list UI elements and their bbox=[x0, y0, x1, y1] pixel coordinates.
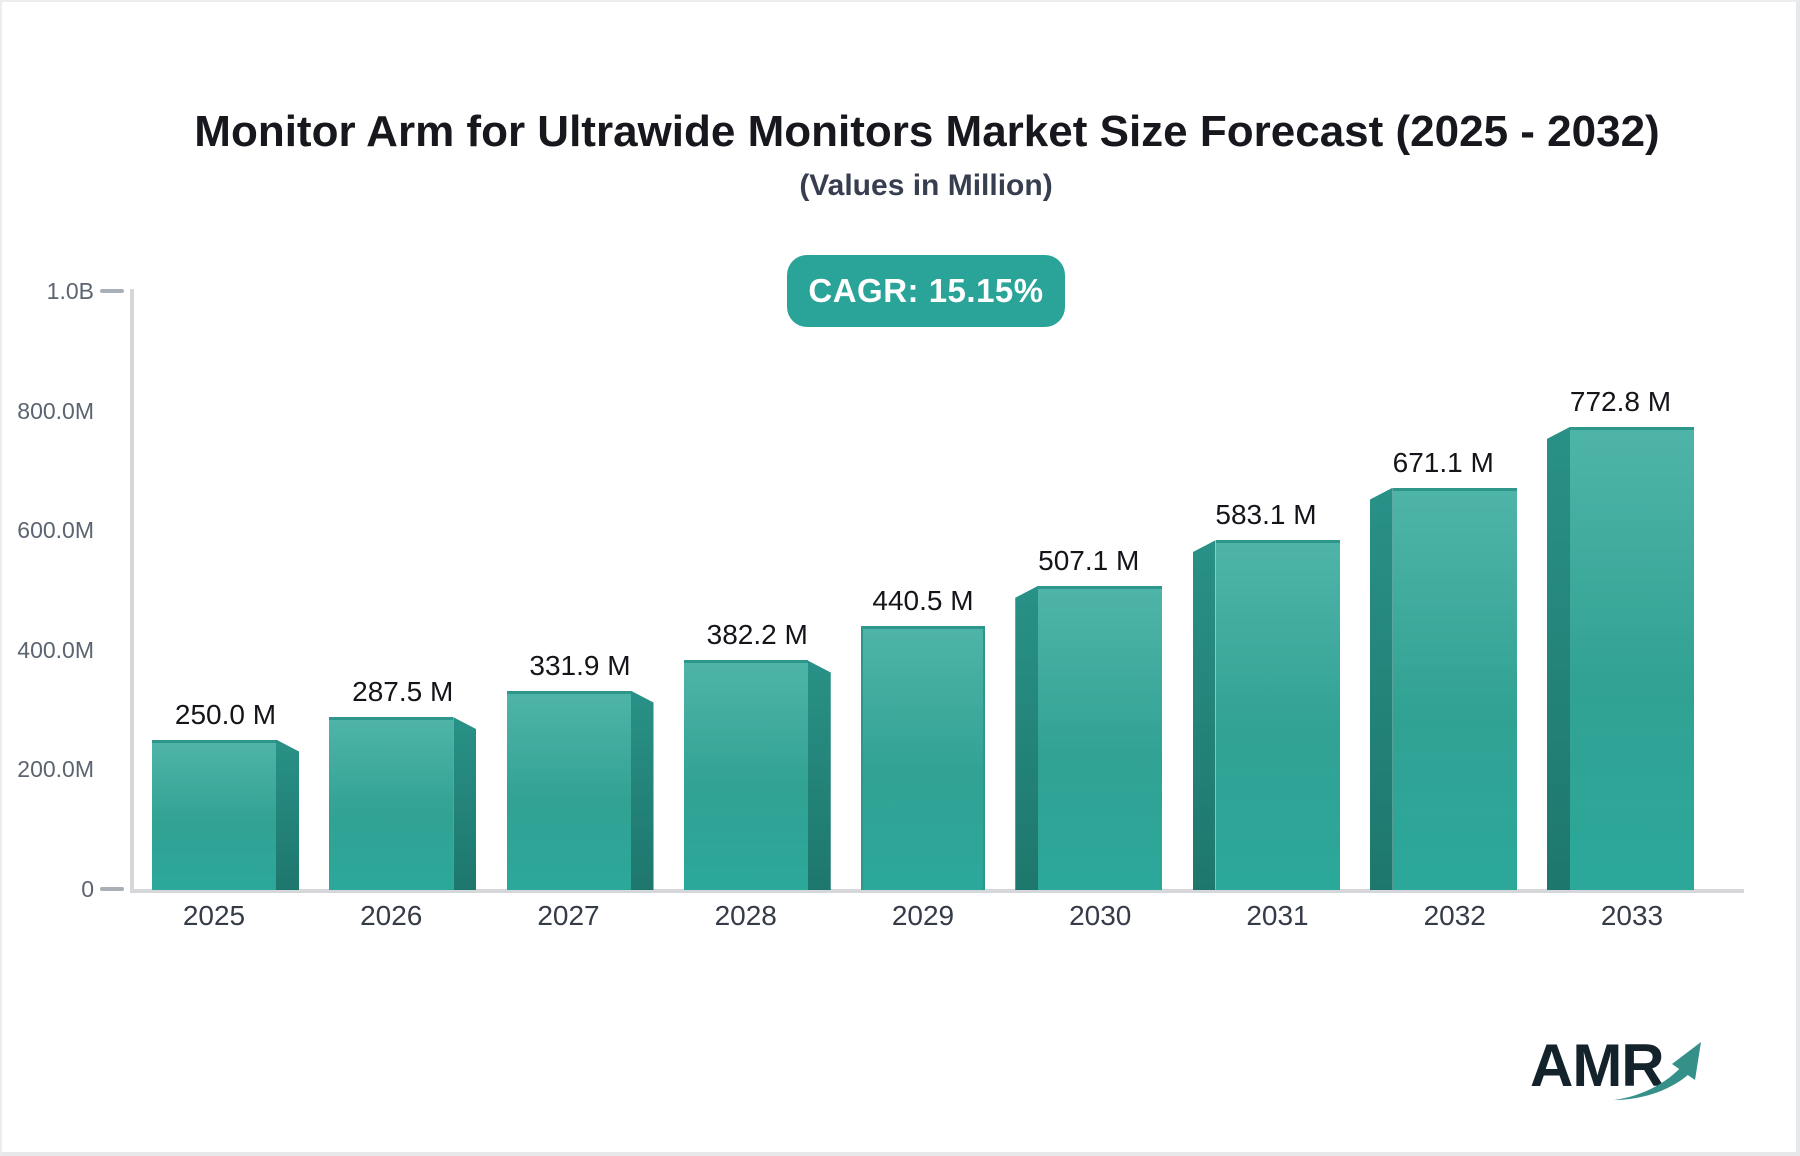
bar bbox=[506, 690, 631, 890]
x-axis-label: 2031 bbox=[1246, 900, 1309, 931]
bar-value-label: 440.5 M bbox=[872, 584, 974, 616]
y-axis-tick-dash bbox=[100, 887, 124, 891]
bar bbox=[861, 625, 985, 890]
bar-value-label: 250.0 M bbox=[174, 698, 277, 730]
bar-value-label: 382.2 M bbox=[706, 619, 808, 651]
bar-value-label: 287.5 M bbox=[352, 676, 454, 708]
y-axis-tick-label: 600.0M bbox=[17, 517, 94, 544]
bar-side-face bbox=[1547, 426, 1570, 890]
x-axis-label: 2027 bbox=[537, 900, 600, 931]
bar-side-face bbox=[1369, 487, 1393, 890]
chart-title: Monitor Arm for Ultrawide Monitors Marke… bbox=[194, 107, 1660, 156]
bar-side-face bbox=[1192, 540, 1216, 890]
x-axis-label: 2026 bbox=[360, 900, 423, 931]
bar bbox=[683, 660, 808, 890]
bar bbox=[329, 717, 454, 890]
bar-side-face bbox=[807, 660, 831, 890]
y-axis-tick-label: 200.0M bbox=[17, 756, 94, 783]
y-axis-tick-label: 800.0M bbox=[17, 397, 94, 424]
bar-value-label: 772.8 M bbox=[1569, 385, 1672, 417]
bar-value-label: 331.9 M bbox=[529, 649, 631, 681]
bar bbox=[152, 739, 276, 890]
bar-side-face bbox=[276, 739, 299, 890]
y-axis-line bbox=[130, 289, 134, 893]
x-axis-label: 2025 bbox=[182, 900, 246, 931]
cagr-badge: CAGR: 15.15% bbox=[787, 255, 1065, 327]
bar-side-face bbox=[1015, 585, 1039, 890]
brand-logo: AMR bbox=[1530, 1036, 1730, 1126]
x-axis-label: 2028 bbox=[714, 900, 777, 931]
bar-value-label: 583.1 M bbox=[1215, 499, 1317, 531]
x-axis-label: 2030 bbox=[1069, 900, 1132, 931]
x-axis-label: 2029 bbox=[891, 900, 955, 931]
bar bbox=[1215, 540, 1340, 890]
y-axis-tick-label: 1.0B bbox=[46, 278, 94, 304]
bar-value-label: 671.1 M bbox=[1392, 446, 1494, 478]
bar bbox=[1392, 487, 1517, 890]
bar bbox=[1570, 426, 1694, 890]
bar-value-label: 507.1 M bbox=[1038, 544, 1140, 576]
bar bbox=[1038, 585, 1163, 890]
brand-logo-text: AMR bbox=[1530, 1032, 1665, 1099]
bar-side-face bbox=[453, 717, 477, 890]
chart-subtitle: (Values in Million) bbox=[799, 169, 1053, 202]
y-axis-tick-dash bbox=[100, 289, 124, 293]
x-axis-label: 2032 bbox=[1423, 900, 1486, 931]
bar-side-face bbox=[630, 690, 654, 890]
x-axis-label: 2033 bbox=[1600, 900, 1664, 931]
y-axis-tick-label: 400.0M bbox=[17, 636, 94, 663]
x-axis-line bbox=[130, 889, 1744, 893]
growth-arrow-icon bbox=[1614, 1042, 1701, 1100]
y-axis-tick-label: 0 bbox=[81, 876, 94, 902]
